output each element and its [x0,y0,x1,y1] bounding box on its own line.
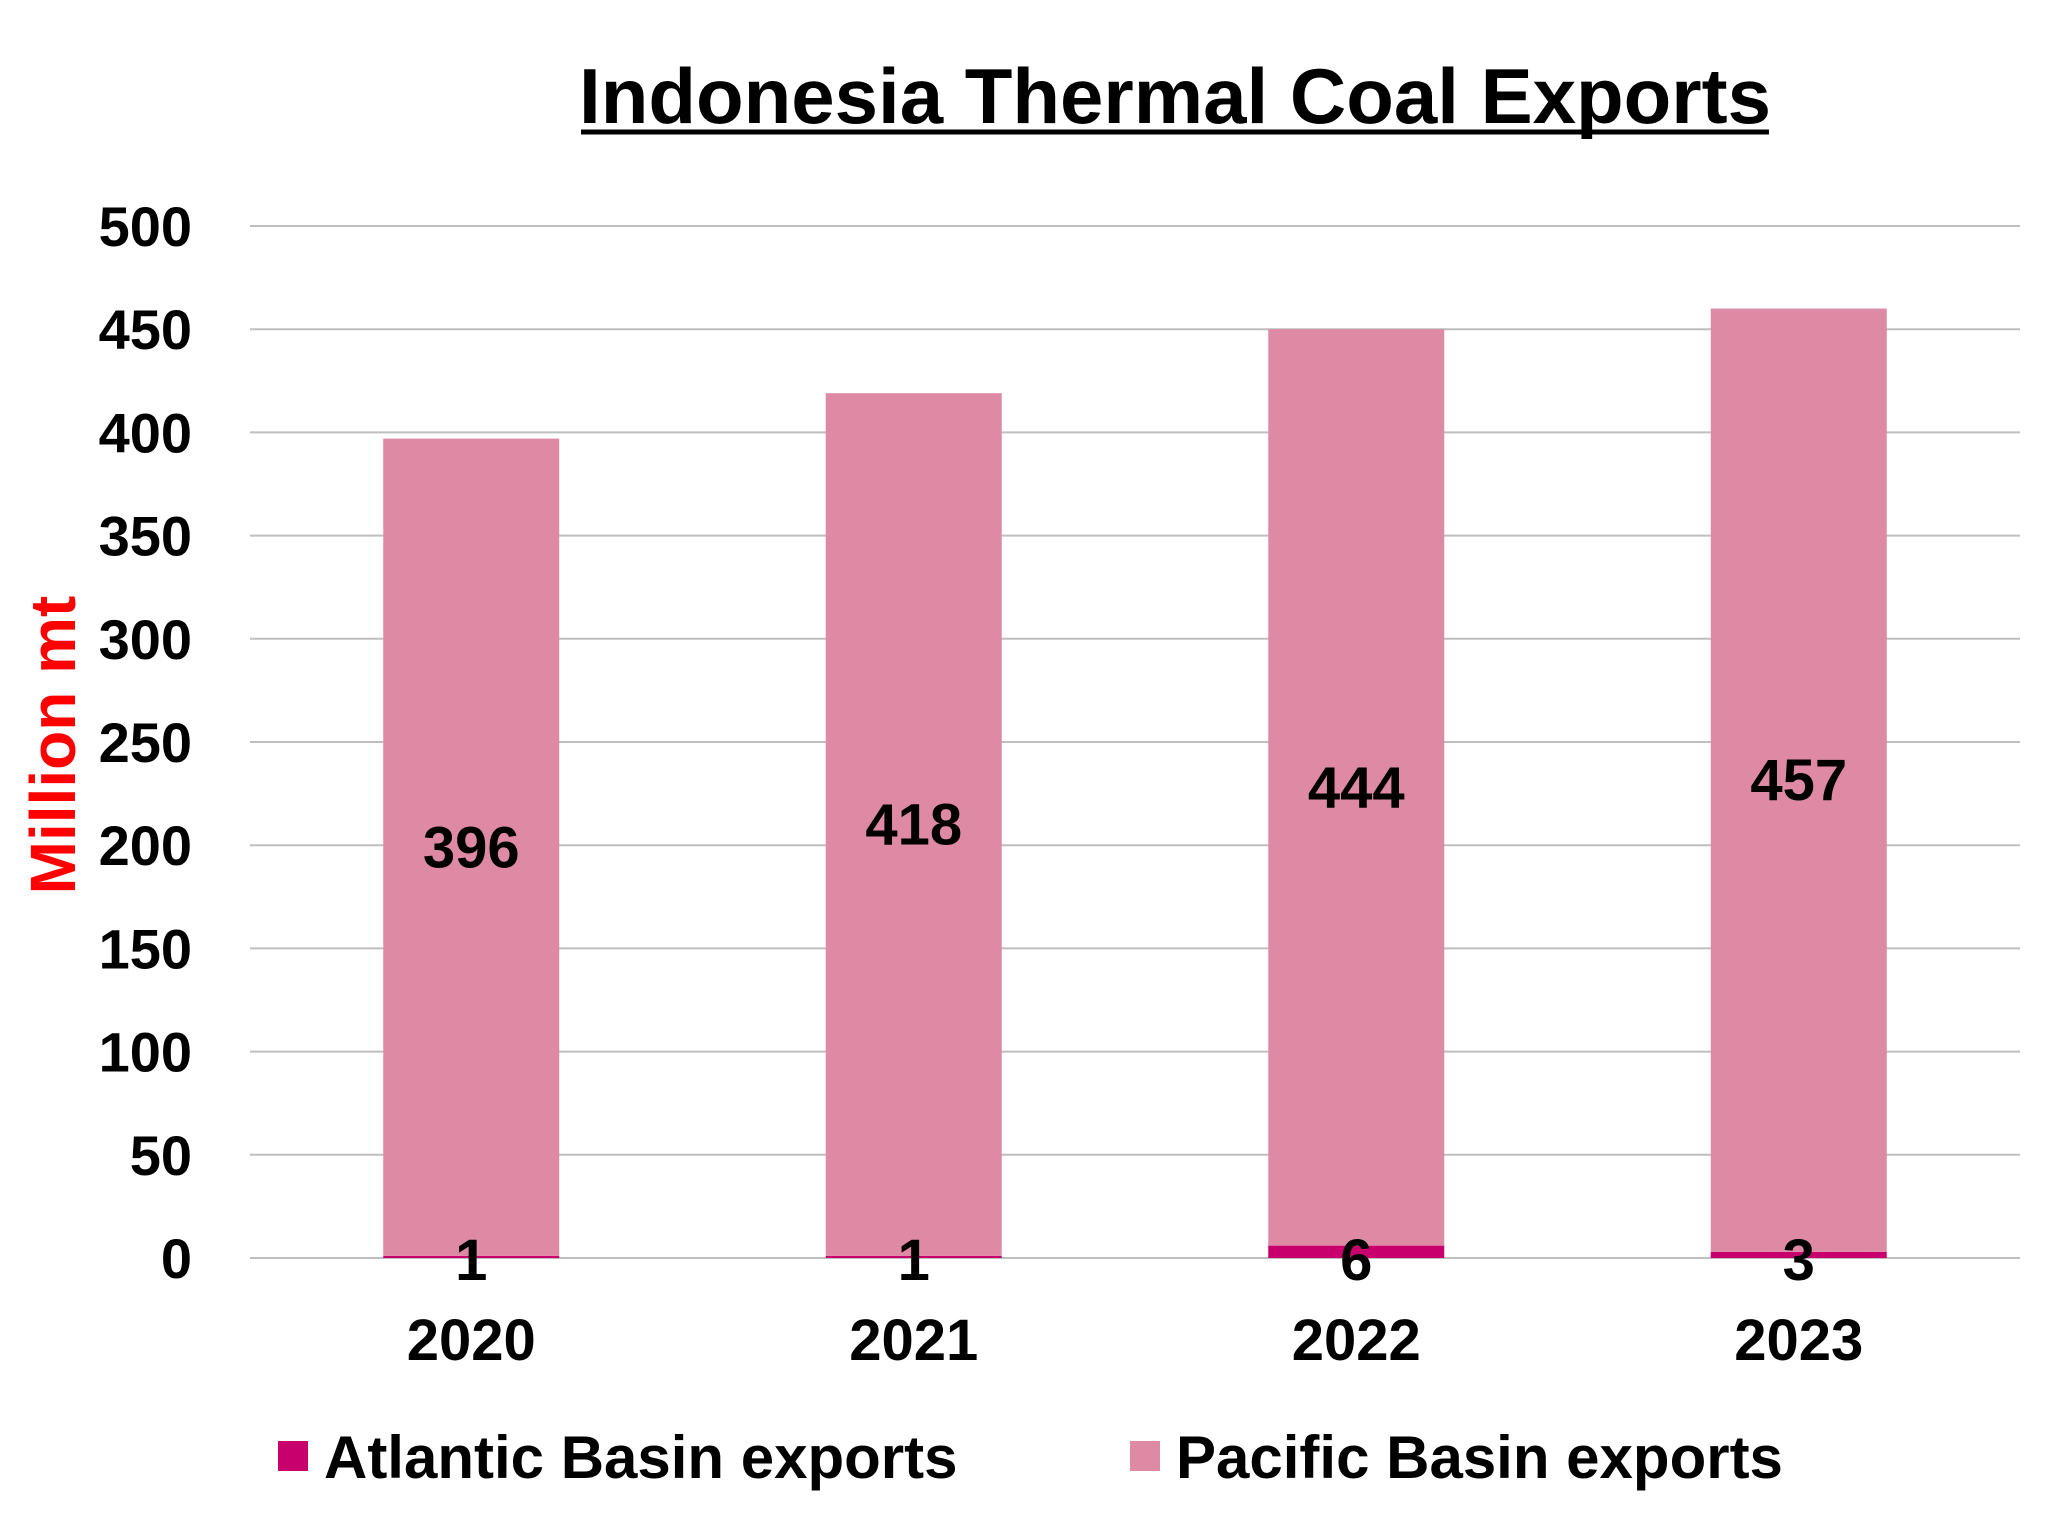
y-tick-label: 400 [99,401,192,464]
y-tick-label: 300 [99,608,192,671]
data-label: 6 [1340,1228,1372,1293]
y-tick-label: 500 [99,195,192,258]
bar-atlantic-2022 [1268,1245,1445,1258]
x-tick-label: 2020 [407,1308,536,1373]
bars [383,308,1887,1258]
data-labels: 1 396 1 418 6 444 3 457 [423,748,1847,1293]
x-axis-ticks: 2020 2021 2022 2023 [407,1308,1864,1373]
y-tick-label: 0 [161,1227,192,1290]
data-label: 457 [1750,748,1847,813]
legend-swatch [1130,1441,1160,1471]
y-tick-label: 250 [99,711,192,774]
bar-atlantic-2023 [1710,1251,1887,1258]
x-tick-label: 2021 [849,1308,978,1373]
data-label: 3 [1783,1228,1815,1293]
y-tick-label: 100 [99,1021,192,1084]
bar-atlantic-2020 [383,1255,560,1258]
y-tick-label: 350 [99,505,192,568]
y-axis-ticks: 0 50 100 150 200 250 300 350 400 450 500 [99,195,192,1290]
x-tick-label: 2023 [1734,1308,1863,1373]
bar-pacific-2022 [1268,329,1445,1246]
legend-swatch [278,1441,308,1471]
y-tick-label: 50 [130,1124,192,1187]
y-tick-label: 450 [99,298,192,361]
chart-title: Indonesia Thermal Coal Exports [579,52,1771,140]
y-axis-label: Million mt [17,596,89,895]
legend-label: Atlantic Basin exports [324,1424,958,1491]
x-tick-label: 2022 [1292,1308,1421,1373]
bar-pacific-2021 [825,393,1002,1256]
y-tick-label: 150 [99,917,192,980]
data-label: 1 [898,1228,930,1293]
legend: Atlantic Basin exports Pacific Basin expo… [278,1424,1783,1491]
data-label: 444 [1308,755,1405,820]
bar-pacific-2023 [1710,308,1887,1252]
bar-pacific-2020 [383,438,560,1256]
data-label: 1 [455,1228,487,1293]
y-tick-label: 200 [99,814,192,877]
data-label: 396 [423,815,520,880]
bar-atlantic-2021 [825,1255,1002,1258]
legend-label: Pacific Basin exports [1176,1424,1783,1491]
data-label: 418 [865,793,962,858]
